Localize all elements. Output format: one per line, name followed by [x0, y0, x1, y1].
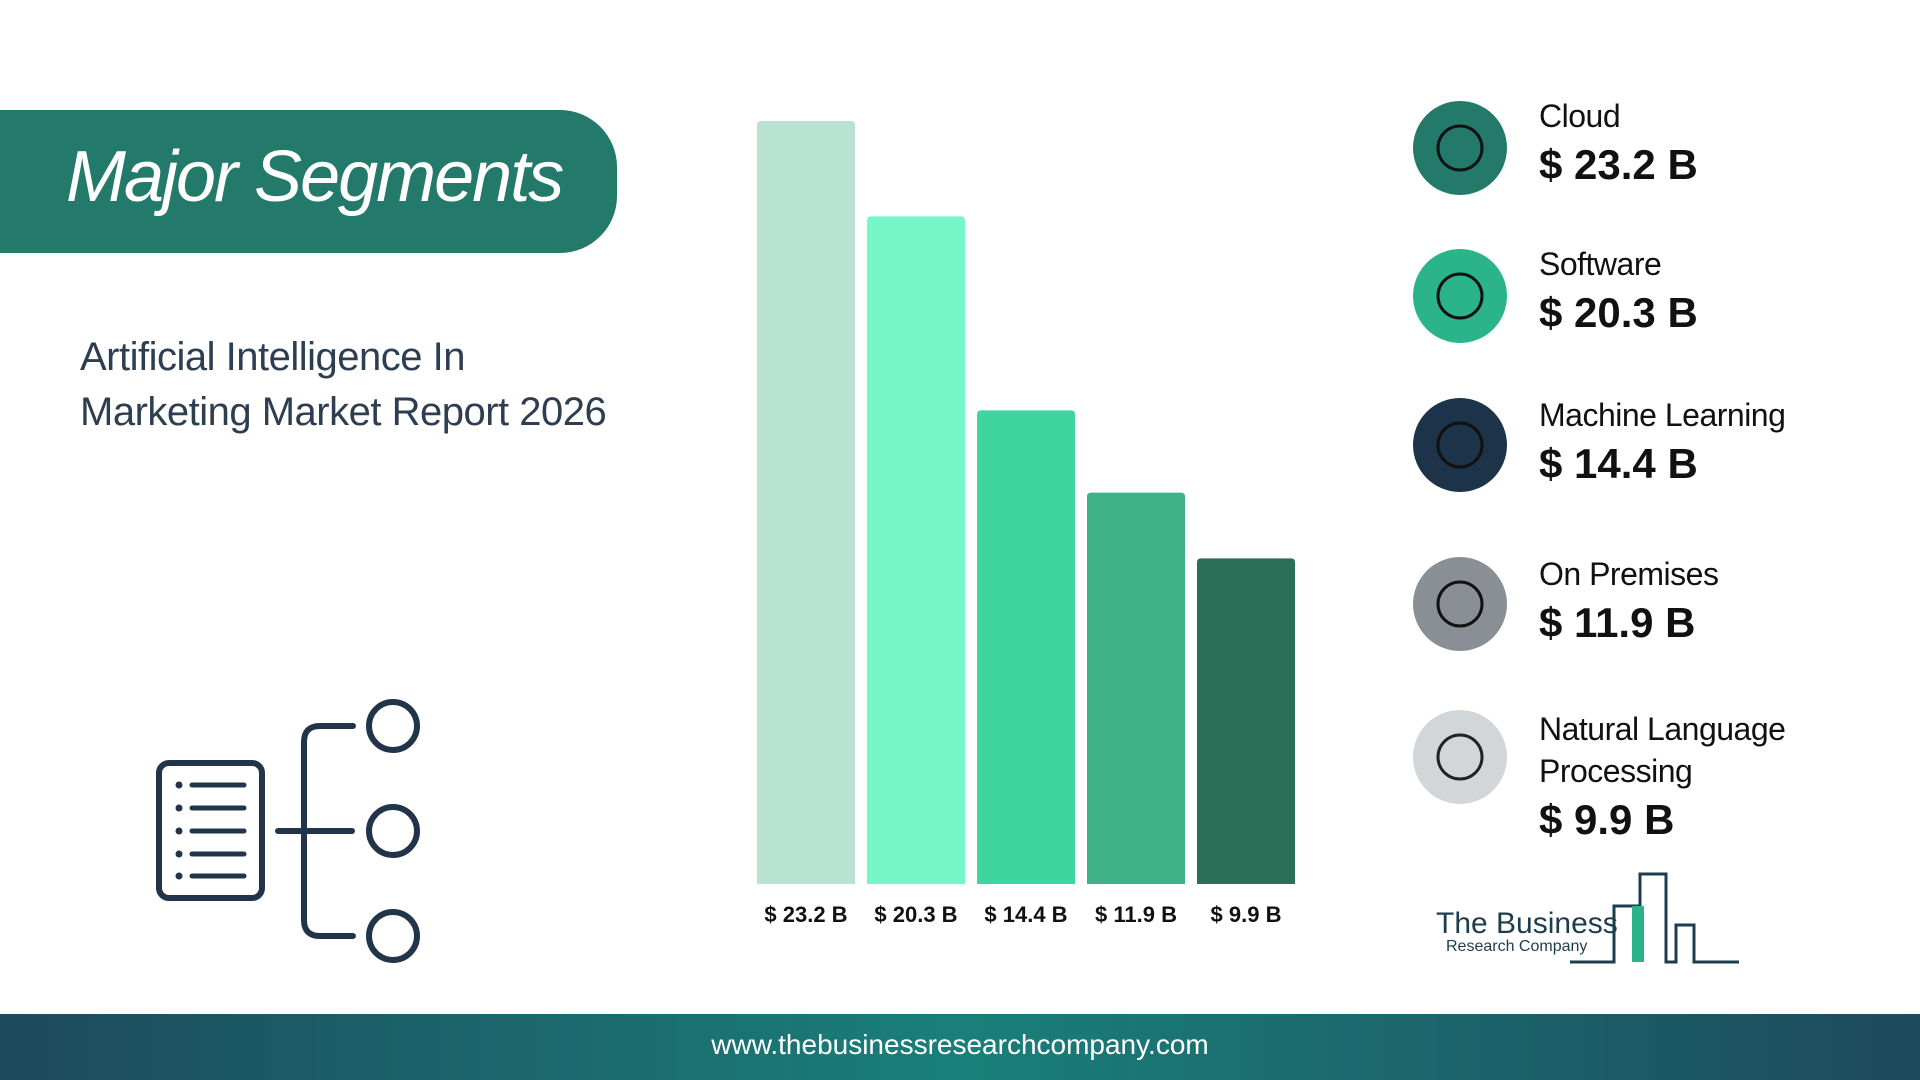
legend-name: Software — [1539, 246, 1662, 282]
legend-icon-glyph — [1436, 421, 1484, 469]
bar — [977, 410, 1075, 884]
bar-value-label: $ 11.9 B — [1095, 902, 1177, 927]
legend-icon-circle — [1413, 398, 1507, 492]
legend-icon-glyph — [1436, 580, 1484, 628]
legend-icon-circle — [1413, 557, 1507, 651]
legend-name: Natural Language Processing — [1539, 711, 1786, 789]
legend-icon — [1413, 398, 1507, 492]
legend-icon — [1413, 101, 1507, 195]
legend-item: Software $ 20.3 B — [1539, 243, 1839, 339]
legend-icon-circle — [1413, 249, 1507, 343]
legend-icon-circle — [1413, 101, 1507, 195]
subtitle-line: Artificial Intelligence In — [80, 335, 465, 379]
footer-url: www.thebusinessresearchcompany.com — [711, 1029, 1209, 1060]
title-banner — [0, 110, 617, 253]
chart-title: Major Segments — [66, 137, 563, 217]
subtitle-line: Marketing Market Report 2026 — [80, 390, 607, 434]
legend-icon-glyph — [1436, 272, 1484, 320]
legend-value: $ 20.3 B — [1539, 289, 1698, 336]
legend-icon-circle — [1413, 710, 1507, 804]
footer: www.thebusinessresearchcompany.com — [0, 1014, 1920, 1080]
legend-icon — [1413, 557, 1507, 651]
legend-item: Natural Language Processing $ 9.9 B — [1539, 708, 1839, 846]
bar-value-label: $ 23.2 B — [764, 902, 847, 927]
logo-text: The Business — [1436, 907, 1618, 940]
bar — [757, 121, 855, 884]
legend-icon — [1413, 249, 1507, 343]
legend-value: $ 14.4 B — [1539, 440, 1698, 487]
bar — [867, 216, 965, 884]
bar — [1087, 492, 1185, 884]
bar-value-label: $ 14.4 B — [984, 902, 1067, 927]
logo-subtext: Research Company — [1446, 938, 1587, 955]
legend-name: Machine Learning — [1539, 397, 1786, 433]
subtitle: Artificial Intelligence In Marketing Mar… — [80, 330, 607, 440]
bar-value-label: $ 9.9 B — [1211, 902, 1282, 927]
list-icon — [156, 699, 420, 963]
bar — [1197, 558, 1295, 884]
legend-name: Cloud — [1539, 98, 1621, 134]
legend-name: On Premises — [1539, 556, 1719, 592]
legend-value: $ 23.2 B — [1539, 141, 1698, 188]
bar-value-label: $ 20.3 B — [874, 902, 957, 927]
logo: The Business Research Company — [1436, 872, 1739, 964]
legend-value: $ 9.9 B — [1539, 796, 1675, 843]
legend-value: $ 11.9 B — [1539, 599, 1696, 646]
legend-item: On Premises $ 11.9 B — [1539, 553, 1839, 649]
legend-item: Machine Learning $ 14.4 B — [1539, 394, 1839, 490]
legend-icon-glyph — [1436, 733, 1484, 781]
legend-item: Cloud $ 23.2 B — [1539, 95, 1839, 191]
legend-icon-glyph — [1436, 124, 1484, 172]
legend-icon — [1413, 710, 1507, 804]
